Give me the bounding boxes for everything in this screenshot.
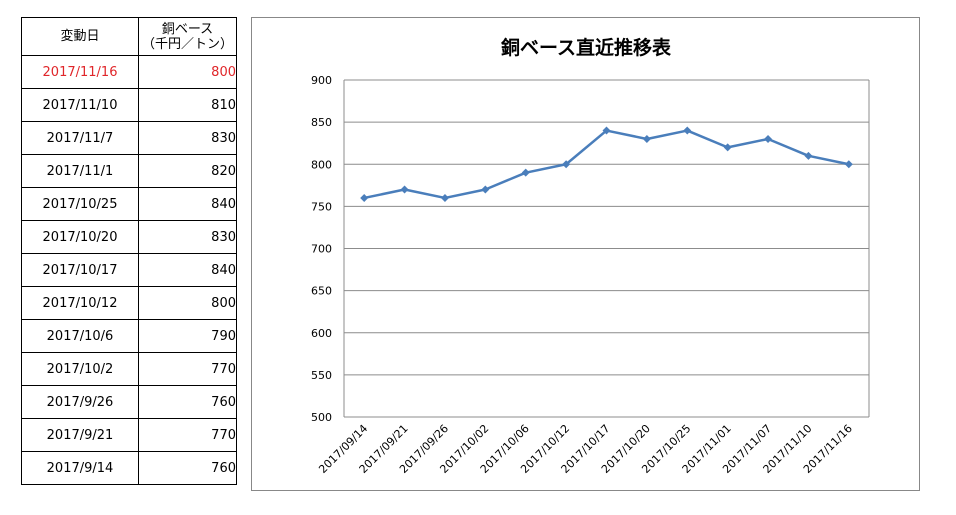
table-row: 2017/11/16 800: [21, 55, 237, 89]
y-tick-label: 650: [311, 285, 332, 298]
price-table: 変動日 銅ベース （千円／トン） 2017/11/16 800 2017/11/10…: [21, 17, 237, 485]
header-date: 変動日: [21, 17, 139, 56]
row-date: 2017/9/21: [21, 418, 139, 452]
table-row: 2017/9/14 760: [21, 451, 237, 485]
table-row: 2017/10/6 790: [21, 319, 237, 353]
data-point-marker: [764, 134, 773, 143]
chart-series: [360, 126, 853, 202]
data-point-marker: [400, 185, 409, 194]
row-value: 810: [138, 88, 237, 122]
table-row: 2017/10/12 800: [21, 286, 237, 320]
header-value-line1: 銅ベース: [161, 21, 214, 37]
row-date: 2017/10/2: [21, 352, 139, 386]
row-date: 2017/9/26: [21, 385, 139, 419]
row-date: 2017/11/16: [21, 55, 139, 89]
row-value: 770: [138, 352, 237, 386]
table-row: 2017/9/26 760: [21, 385, 237, 419]
line-chart: 銅ベース直近推移表 500 550 600 650 700 750 800 850 900 20…: [311, 36, 870, 476]
row-value: 790: [138, 319, 237, 353]
table-header-row: 変動日 銅ベース （千円／トン）: [21, 17, 237, 56]
data-point-marker: [844, 160, 853, 169]
row-date: 2017/10/6: [21, 319, 139, 353]
header-value: 銅ベース （千円／トン）: [138, 17, 237, 56]
row-date: 2017/11/1: [21, 154, 139, 188]
row-date: 2017/11/7: [21, 121, 139, 155]
data-point-marker: [602, 126, 611, 135]
x-axis-ticks: 2017/09/142017/09/212017/09/262017/10/02…: [316, 422, 855, 476]
data-point-marker: [562, 160, 571, 169]
data-point-marker: [481, 185, 490, 194]
table-row: 2017/9/21 770: [21, 418, 237, 452]
chart-gridlines: [343, 79, 870, 418]
row-value: 830: [138, 220, 237, 254]
data-point-marker: [723, 143, 732, 152]
data-point-marker: [804, 151, 813, 160]
row-value: 830: [138, 121, 237, 155]
table-row: 2017/10/2 770: [21, 352, 237, 386]
table-row: 2017/10/17 840: [21, 253, 237, 287]
y-tick-label: 700: [311, 243, 332, 256]
y-tick-label: 500: [311, 411, 332, 424]
row-date: 2017/10/25: [21, 187, 139, 221]
data-point-marker: [642, 134, 651, 143]
data-point-marker: [440, 193, 449, 202]
y-tick-label: 550: [311, 369, 332, 382]
y-axis-ticks: 500 550 600 650 700 750 800 850 900: [311, 74, 332, 424]
row-date: 2017/10/12: [21, 286, 139, 320]
y-tick-label: 900: [311, 74, 332, 87]
data-point-marker: [683, 126, 692, 135]
data-point-marker: [360, 193, 369, 202]
row-date: 2017/10/17: [21, 253, 139, 287]
table-row: 2017/10/25 840: [21, 187, 237, 221]
row-value: 760: [138, 451, 237, 485]
row-value: 800: [138, 55, 237, 89]
row-value: 820: [138, 154, 237, 188]
chart-title: 銅ベース直近推移表: [501, 36, 672, 59]
table-row: 2017/11/7 830: [21, 121, 237, 155]
row-date: 2017/11/10: [21, 88, 139, 122]
row-value: 760: [138, 385, 237, 419]
y-tick-label: 600: [311, 327, 332, 340]
data-point-marker: [521, 168, 530, 177]
table-row: 2017/11/10 810: [21, 88, 237, 122]
row-value: 770: [138, 418, 237, 452]
table-body: 2017/11/16 800 2017/11/10 810 2017/11/7 830 20…: [21, 55, 237, 485]
row-value: 840: [138, 187, 237, 221]
y-tick-label: 750: [311, 200, 332, 213]
row-value: 800: [138, 286, 237, 320]
chart-area: 銅ベース直近推移表 500 550 600 650 700 750 800 850 900 20…: [251, 17, 920, 491]
header-value-line2: （千円／トン）: [141, 36, 233, 52]
table-row: 2017/10/20 830: [21, 220, 237, 254]
row-date: 2017/9/14: [21, 451, 139, 485]
y-tick-label: 850: [311, 116, 332, 129]
row-date: 2017/10/20: [21, 220, 139, 254]
table-row: 2017/11/1 820: [21, 154, 237, 188]
row-value: 840: [138, 253, 237, 287]
y-tick-label: 800: [311, 158, 332, 171]
